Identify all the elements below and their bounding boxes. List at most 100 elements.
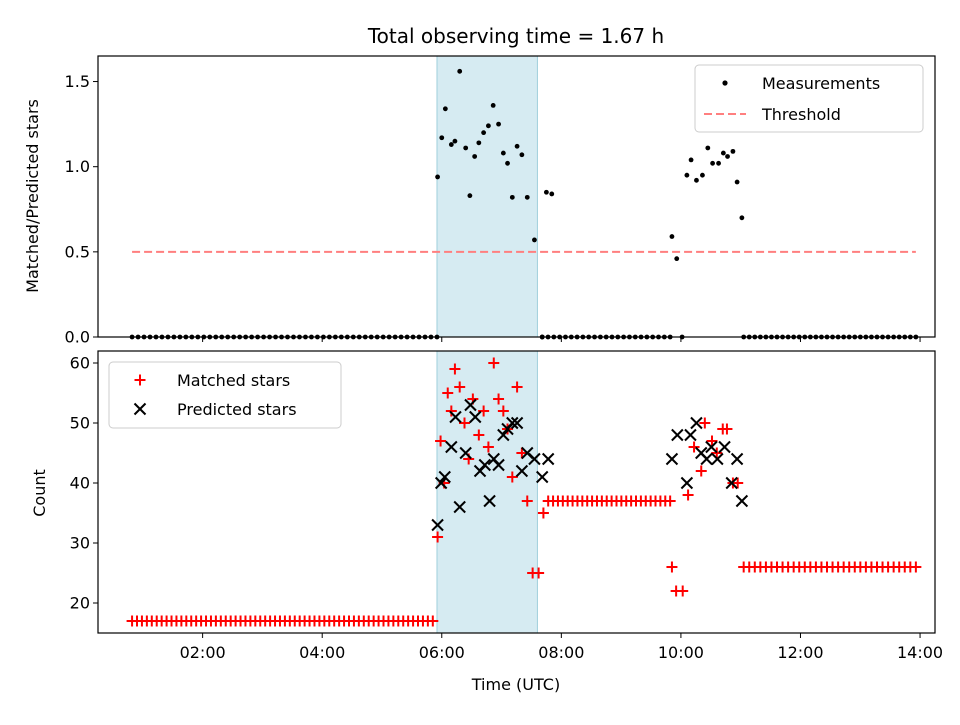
bottom-y-tick-label: 40 <box>70 474 90 493</box>
measurement-point <box>496 121 501 127</box>
matched-star-point <box>664 495 676 507</box>
x-b <box>478 458 492 472</box>
x-b <box>469 410 482 424</box>
legend-predicted-marker <box>133 402 147 416</box>
measurement-point <box>486 123 491 129</box>
measurement-point <box>472 154 478 159</box>
x-b <box>521 446 534 460</box>
predicted-star-point <box>725 476 738 490</box>
measurement-point <box>710 160 715 166</box>
matched-star-point <box>732 477 744 489</box>
bottom-y-tick-label: 60 <box>70 354 90 373</box>
x-b <box>464 398 477 412</box>
bottom-x-tick-label: 02:00 <box>180 643 226 662</box>
legend-matched-label: Matched stars <box>177 371 290 390</box>
matched-star-point <box>449 363 461 375</box>
matched-star-point <box>910 561 922 573</box>
x-b <box>515 464 529 478</box>
measurement-point <box>684 172 690 178</box>
predicted-star-point <box>515 464 529 478</box>
matched-star-point <box>695 465 707 477</box>
measurement-point <box>463 145 469 151</box>
predicted-star-point <box>497 428 510 442</box>
predicted-star-point <box>478 458 492 472</box>
measurement-point <box>452 138 458 144</box>
predicted-star-point <box>453 500 466 514</box>
predicted-star-point <box>445 440 458 454</box>
predicted-star-point <box>536 470 549 484</box>
bottom-y-axis-label: Count <box>30 469 49 517</box>
matched-star-point <box>473 429 485 441</box>
measurement-point <box>674 256 680 262</box>
top-y-tick-label: 1.0 <box>65 157 90 176</box>
measurement-point <box>448 142 454 147</box>
predicted-star-point <box>492 458 505 472</box>
predicted-star-point <box>459 446 472 460</box>
measurement-point <box>439 135 445 141</box>
matched-star-point <box>688 441 700 453</box>
x-b <box>445 440 458 454</box>
predicted-star-point <box>735 494 749 508</box>
predicted-star-point <box>506 416 519 430</box>
x-b <box>528 452 541 466</box>
matched-star-point <box>699 417 711 429</box>
predicted-star-point <box>431 518 444 532</box>
measurement-point <box>549 191 555 197</box>
x-b <box>536 470 549 484</box>
legend-measurements-label: Measurements <box>762 74 880 93</box>
predicted-star-point <box>665 452 679 466</box>
x-b <box>492 458 505 472</box>
x-b <box>453 500 466 514</box>
matched-star-point <box>454 381 466 393</box>
measurement-point <box>514 143 520 149</box>
measurement-point <box>734 179 740 185</box>
matched-star-point <box>533 567 545 579</box>
legend-measurements-marker <box>722 80 728 86</box>
measurement-point <box>725 154 730 159</box>
matched-star-point <box>482 441 494 453</box>
measurement-point <box>543 189 549 195</box>
predicted-star-point <box>528 452 541 466</box>
x-b <box>431 518 444 532</box>
x-b <box>459 446 472 460</box>
predicted-star-point <box>718 440 731 454</box>
bottom-y-tick-label: 50 <box>70 414 90 433</box>
x-b <box>684 428 697 442</box>
bottom-x-tick-label: 06:00 <box>419 643 465 662</box>
x-b <box>497 428 510 442</box>
measurement-point <box>720 150 726 156</box>
matched-star-point <box>497 405 509 417</box>
bottom-legend: Matched stars Predicted stars <box>108 361 342 429</box>
top-panel: 0.0 0.5 1.0 1.5 Measurements Threshold <box>65 55 936 347</box>
measurement-point <box>519 152 525 158</box>
x-b <box>506 416 519 430</box>
measurement-point <box>730 148 736 154</box>
x-b <box>434 476 448 490</box>
matched-star-point <box>427 615 439 627</box>
x-b <box>449 410 462 424</box>
measurement-point <box>490 102 496 108</box>
predicted-star-point <box>541 452 555 466</box>
predicted-star-point <box>483 494 496 508</box>
matched-star-point <box>493 393 505 405</box>
x-b <box>510 416 524 430</box>
matched-star-point <box>516 447 528 459</box>
top-y-tick-label: 0.5 <box>65 242 90 261</box>
top-highlight-span <box>436 55 538 338</box>
measurement-point <box>716 160 721 166</box>
matched-star-point <box>666 561 678 573</box>
matched-star-point <box>721 423 733 435</box>
predicted-star-point <box>690 416 703 430</box>
x-b <box>705 440 718 454</box>
bottom-y-tick-label: 30 <box>70 534 90 553</box>
matched-star-point <box>511 381 523 393</box>
x-b <box>438 470 451 484</box>
measurement-point <box>435 174 440 180</box>
predicted-star-point <box>711 452 724 466</box>
legend-threshold-label: Threshold <box>761 105 841 124</box>
legend-predicted-label: Predicted stars <box>177 400 297 419</box>
predicted-star-point <box>700 452 713 466</box>
predicted-star-point <box>449 410 462 424</box>
top-axes-frame <box>97 55 936 338</box>
measurement-point <box>700 172 705 178</box>
